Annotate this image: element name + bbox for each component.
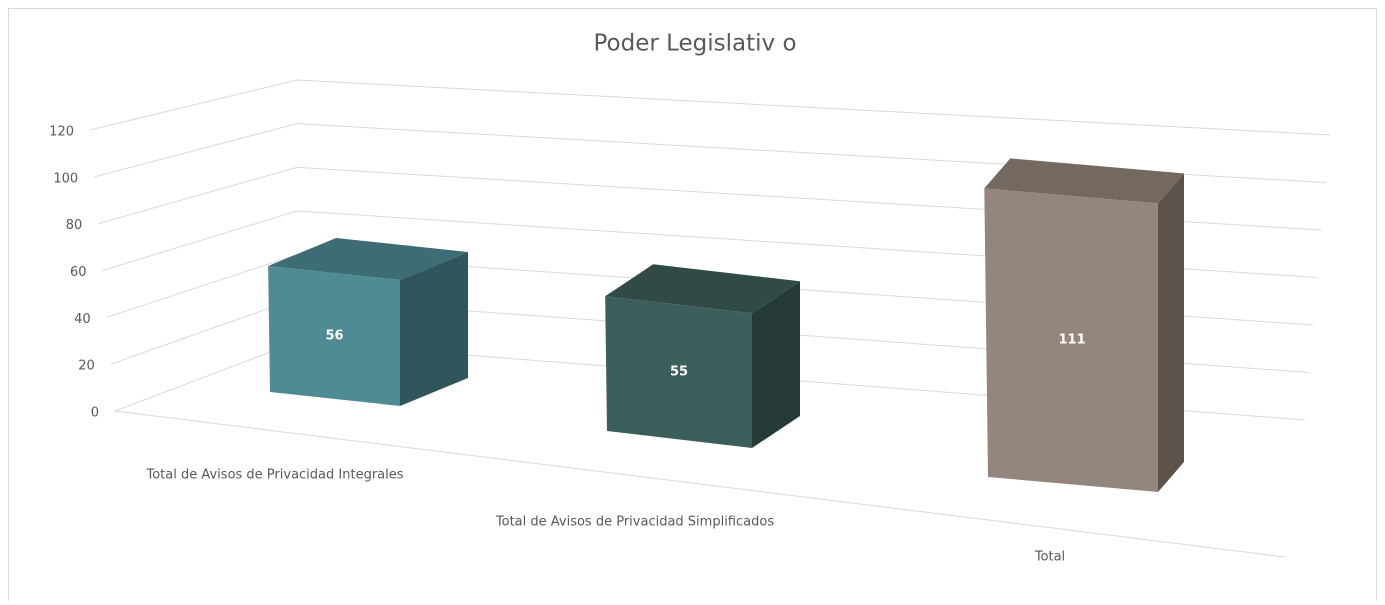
- grid-line: [89, 79, 1331, 136]
- y-tick-label: 100: [53, 171, 78, 186]
- bar-side: [400, 252, 468, 406]
- x-tick-label: Total de Avisos de Privacidad Simplifica…: [495, 515, 774, 530]
- y-tick-label: 0: [91, 406, 99, 421]
- bar-top: [268, 238, 468, 280]
- bar-side: [752, 281, 800, 448]
- y-tick-label: 80: [66, 218, 83, 233]
- chart-title: Poder Legislativ o: [593, 31, 796, 57]
- data-label: 56: [325, 329, 343, 344]
- bar: [984, 188, 1158, 492]
- data-label: 55: [670, 365, 688, 380]
- bar: [605, 296, 752, 448]
- bar-top: [605, 264, 800, 314]
- bar: [268, 266, 400, 406]
- grid-line: [94, 123, 1326, 183]
- grid-line: [102, 210, 1318, 278]
- y-tick-label: 60: [70, 265, 87, 280]
- y-tick-label: 20: [78, 359, 95, 374]
- y-tick-label: 40: [74, 312, 91, 327]
- bar-side: [1158, 173, 1184, 492]
- floor-edge: [114, 410, 1286, 558]
- data-label: 111: [1059, 333, 1086, 348]
- grid-line: [98, 166, 1322, 231]
- y-tick-label: 120: [49, 125, 74, 140]
- x-tick-label: Total de Avisos de Privacidad Integrales: [145, 468, 403, 483]
- x-tick-label: Total: [1034, 550, 1065, 565]
- bar-top: [984, 158, 1184, 204]
